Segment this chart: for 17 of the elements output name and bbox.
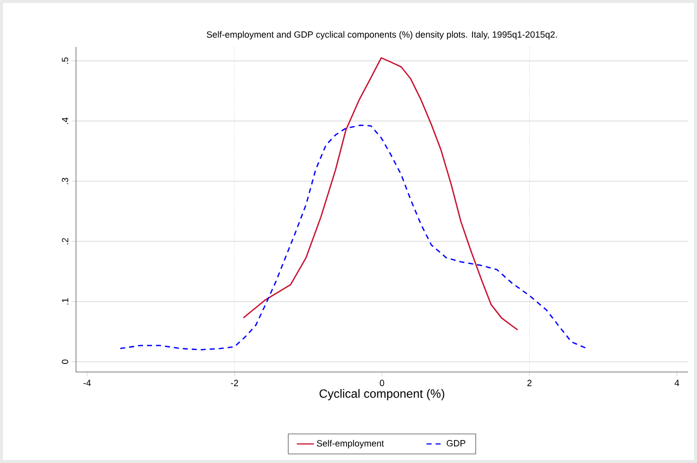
chart-title: Self-employment and GDP cyclical components (%) density plots. Italy, 1995q1-2015q2. <box>206 31 557 40</box>
x-tick-label: 2 <box>527 380 532 386</box>
x-axis-title: Cyclical component (%) <box>320 389 444 400</box>
legend-label: Self-employment <box>316 440 384 448</box>
x-tick-label: 0 <box>380 380 384 386</box>
line-series <box>242 57 518 331</box>
y-tick-label: .2 <box>62 238 68 244</box>
x-tick-label: -4 <box>83 380 91 386</box>
y-tick-label: .5 <box>62 57 68 64</box>
line-series <box>120 124 588 350</box>
y-tick-label: .4 <box>62 118 68 124</box>
y-tick-label: 0 <box>62 360 68 364</box>
y-tick-label: .3 <box>62 178 68 184</box>
x-tick-label: -2 <box>230 380 238 386</box>
legend-label: GDP <box>446 440 466 446</box>
y-tick-label: .1 <box>62 298 68 305</box>
x-tick-label: 4 <box>674 380 680 386</box>
